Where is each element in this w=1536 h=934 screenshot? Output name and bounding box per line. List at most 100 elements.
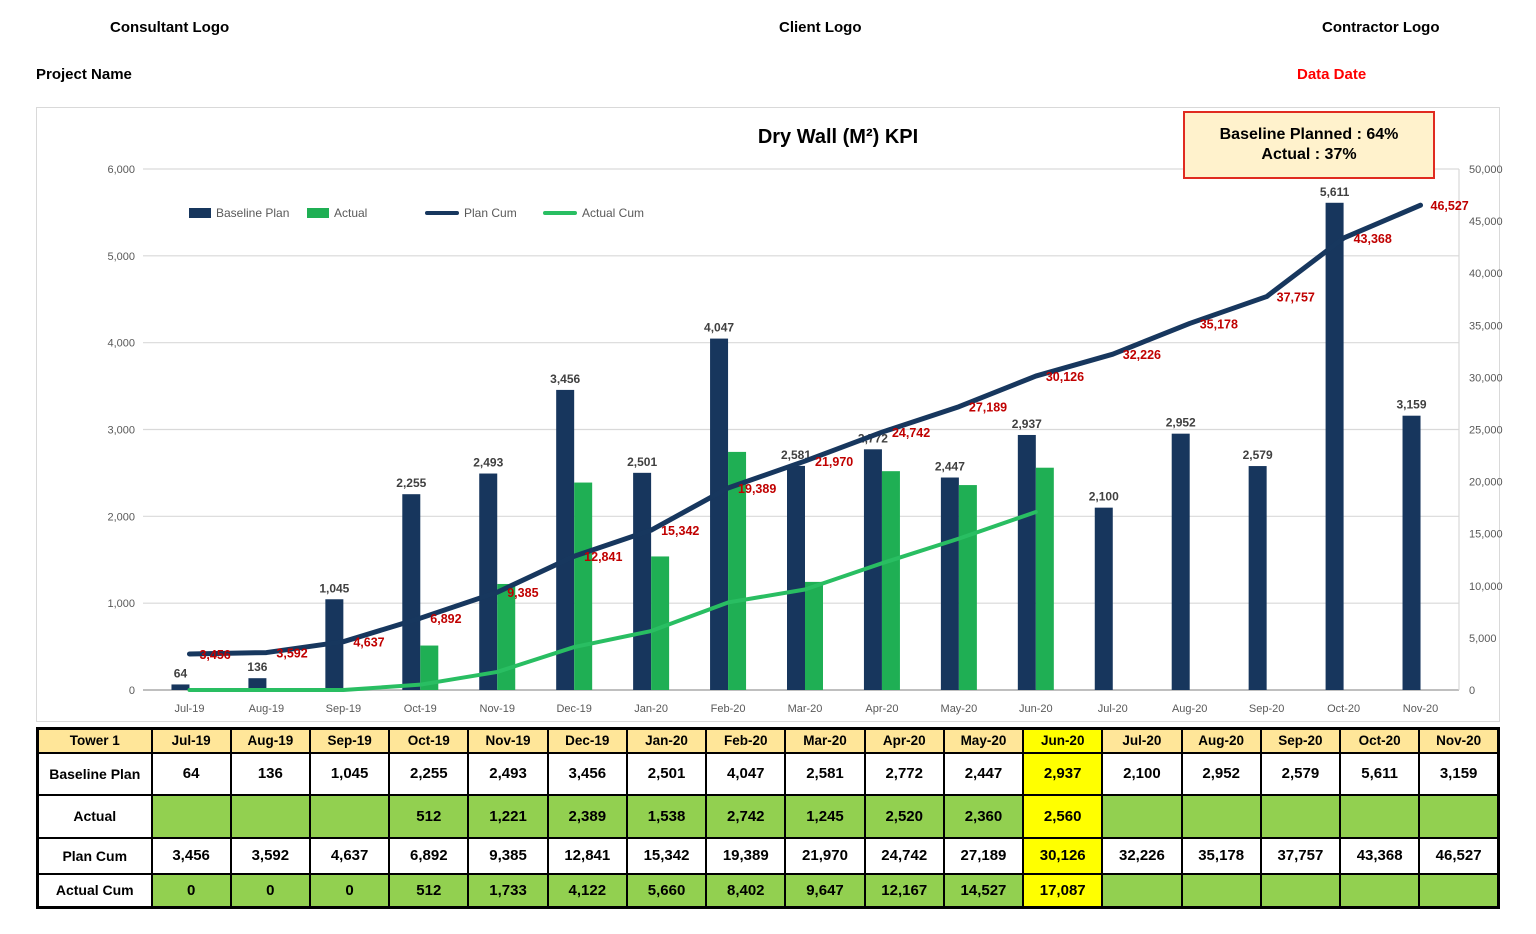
table-header-row: Tower 1 Jul-19 Aug-19 Sep-19 Oct-19 Nov-19 Dec… <box>36 727 1500 754</box>
baseline-plan-bar <box>171 684 190 690</box>
right-axis-tick: 25,000 <box>1469 425 1503 437</box>
chart-title: Dry Wall (M²) KPI <box>757 126 919 148</box>
left-axis-tick: 3,000 <box>107 425 135 437</box>
table-column-header: Oct-20 <box>1339 727 1421 754</box>
cum-value-label: 4,637 <box>353 636 384 650</box>
bar-value-label: 2,501 <box>627 455 657 469</box>
table-cell <box>1339 872 1421 909</box>
table-cell: 9,385 <box>467 836 549 875</box>
x-axis-tick: Aug-19 <box>249 703 284 715</box>
cum-value-label: 19,389 <box>738 482 776 496</box>
actual-bar <box>958 485 977 690</box>
table-cell: 24,742 <box>863 836 945 875</box>
baseline-plan-bar <box>787 465 805 690</box>
x-axis-tick: Feb-20 <box>711 703 746 715</box>
table-column-header: Sep-20 <box>1259 727 1342 754</box>
table-cell: 2,560 <box>1022 793 1104 839</box>
bar-value-label: 2,952 <box>1166 416 1196 430</box>
x-axis-tick: Mar-20 <box>788 703 823 715</box>
legend-label: Actual <box>334 206 368 220</box>
table-cell: 27,189 <box>942 836 1025 875</box>
table-cell: 2,772 <box>863 751 945 796</box>
line-swatch-icon <box>425 211 459 215</box>
baseline-plan-bar <box>248 678 267 690</box>
bar-swatch-icon <box>307 208 329 218</box>
kpi-chart-svg: 0 1,000 2,000 3,000 4,000 5,000 6,000 0 5,000 10,… <box>107 164 1503 715</box>
x-axis-tick: Apr-20 <box>865 703 898 715</box>
x-axis-tick: Sep-20 <box>1249 703 1284 715</box>
table-cell: 3,456 <box>546 751 628 796</box>
baseline-plan-bar <box>710 338 729 690</box>
table-row: Actual Cum 0 0 0 512 1,733 4,122 5,660 8,402 9,64… <box>36 872 1500 909</box>
actual-bar <box>728 451 747 690</box>
legend-label: Baseline Plan <box>216 206 290 220</box>
x-axis-tick: Nov-20 <box>1403 703 1438 715</box>
table-cell <box>308 793 391 839</box>
table-column-header: Dec-19 <box>546 727 628 754</box>
table-row-label: Baseline Plan <box>36 751 153 796</box>
bar-value-label: 2,447 <box>935 460 965 474</box>
table-column-header: Nov-19 <box>467 727 549 754</box>
table-column-header: Oct-19 <box>388 727 470 754</box>
table-row: Plan Cum 3,456 3,592 4,637 6,892 9,385 12,841 1… <box>36 836 1500 875</box>
table-cell: 1,221 <box>467 793 549 839</box>
table-cell: 4,122 <box>546 872 628 909</box>
bar-value-label: 5,611 <box>1320 185 1350 199</box>
cum-value-label: 27,189 <box>969 401 1007 415</box>
table-column-header: Aug-20 <box>1180 727 1262 754</box>
table-cell: 2,742 <box>705 793 787 839</box>
table-cell: 2,501 <box>625 751 708 796</box>
table-cell: 2,255 <box>388 751 470 796</box>
bar-value-label: 4,047 <box>704 321 734 335</box>
actual-bar <box>1035 467 1054 690</box>
right-axis-tick: 40,000 <box>1469 268 1503 280</box>
cum-value-label: 6,892 <box>430 612 461 626</box>
x-axis-tick: Oct-19 <box>404 703 437 715</box>
annotation-actual: Actual : 37% <box>1261 146 1357 163</box>
cum-value-label: 37,757 <box>1277 291 1315 305</box>
right-axis-tick: 10,000 <box>1469 581 1503 593</box>
table-cell: 2,937 <box>1022 751 1104 796</box>
x-axis-tick: Jan-20 <box>634 703 668 715</box>
table-cell: 3,159 <box>1418 751 1500 796</box>
cum-value-label: 9,385 <box>507 586 538 600</box>
table-cell: 2,952 <box>1180 751 1262 796</box>
right-axis-tick: 20,000 <box>1469 477 1503 489</box>
table-row-label: Actual Cum <box>36 872 153 909</box>
cum-value-label: 3,592 <box>276 647 307 661</box>
table-cell: 4,637 <box>308 836 391 875</box>
legend-item-actual-cum: Actual Cum <box>543 206 647 220</box>
client-logo-label: Client Logo <box>779 19 862 36</box>
table-cell: 2,447 <box>942 751 1025 796</box>
actual-bar <box>651 556 670 690</box>
table-column-header: Sep-19 <box>308 727 391 754</box>
table-cell <box>1101 872 1183 909</box>
table-row-label: Plan Cum <box>36 836 153 875</box>
left-axis-tick: 6,000 <box>107 164 135 176</box>
table-cell: 2,389 <box>546 793 628 839</box>
plan-cum-line <box>186 202 1424 657</box>
x-axis-tick: Nov-19 <box>480 703 515 715</box>
table-cell <box>1418 872 1500 909</box>
table-column-header: Mar-20 <box>784 727 866 754</box>
table-cell: 37,757 <box>1259 836 1342 875</box>
table-cell: 2,581 <box>784 751 866 796</box>
cum-value-label: 3,456 <box>199 648 230 662</box>
table-cell: 30,126 <box>1022 836 1104 875</box>
table-cell <box>1418 793 1500 839</box>
table-cell: 12,167 <box>863 872 945 909</box>
table-cell: 15,342 <box>625 836 708 875</box>
table-cell: 0 <box>150 872 232 909</box>
cum-value-label: 43,368 <box>1354 232 1392 246</box>
table-cell: 2,493 <box>467 751 549 796</box>
table-cell: 6,892 <box>388 836 470 875</box>
table-cell: 1,733 <box>467 872 549 909</box>
table-cell: 12,841 <box>546 836 628 875</box>
bar-value-label: 2,100 <box>1089 490 1119 504</box>
table-cell: 9,647 <box>784 872 866 909</box>
table-cell: 1,045 <box>308 751 391 796</box>
table-cell: 19,389 <box>705 836 787 875</box>
x-axis-tick: Aug-20 <box>1172 703 1207 715</box>
cum-value-label: 24,742 <box>892 426 930 440</box>
table-cell: 1,538 <box>625 793 708 839</box>
